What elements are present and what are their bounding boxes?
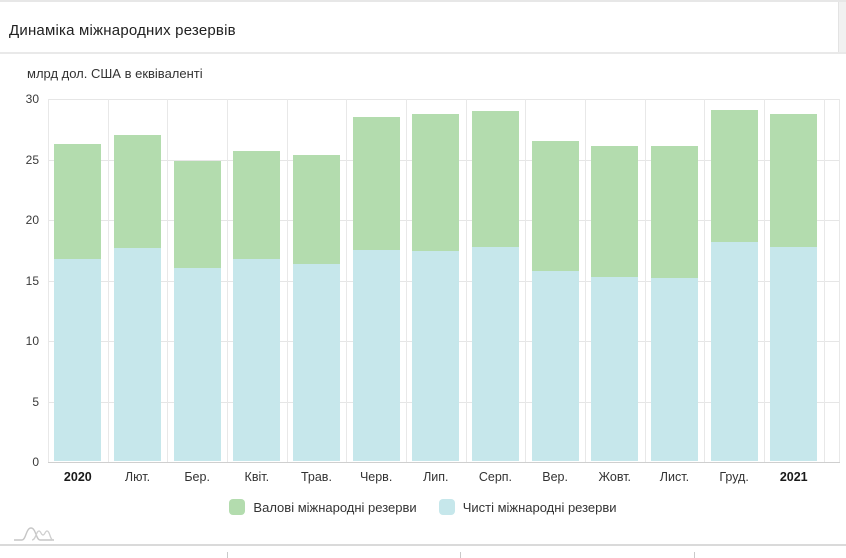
- y-tick-label: 20: [25, 213, 39, 227]
- y-tick-label: 25: [25, 152, 39, 167]
- navigator-axis-tick: [694, 552, 695, 558]
- x-tick-label-2021: 2021: [779, 470, 808, 484]
- plot-right-border: [839, 99, 840, 462]
- x-tick-label-Лип.: Лип.: [423, 470, 449, 484]
- y-tick-label: 10: [25, 334, 39, 348]
- legend-label: Валові міжнародні резерви: [253, 499, 417, 515]
- bar-net-Лют.[interactable]: [113, 247, 161, 461]
- y-tick-label: 5: [32, 394, 39, 409]
- x-gridline: [167, 99, 169, 462]
- x-gridline: [226, 99, 228, 462]
- x-tick-label-Бер.: Бер.: [184, 470, 210, 484]
- x-gridline: [823, 99, 825, 462]
- bar-net-Бер.[interactable]: [173, 268, 221, 461]
- y-tick-label: 15: [25, 273, 39, 288]
- y-tick-label: 0: [32, 455, 39, 469]
- bar-net-Черв.[interactable]: [352, 250, 400, 461]
- x-gridline: [405, 99, 407, 462]
- legend-swatch-icon: [438, 499, 455, 515]
- legend-item-net[interactable]: Чисті міжнародні резерви: [438, 499, 617, 515]
- bar-net-Груд.[interactable]: [710, 241, 758, 461]
- header-divider: [0, 52, 846, 54]
- x-gridline: [644, 99, 646, 462]
- x-tick-label-Вер.: Вер.: [542, 470, 568, 484]
- x-gridline: [465, 99, 467, 462]
- bar-net-Лип.[interactable]: [412, 251, 460, 461]
- chart-title: Динаміка міжнародних резервів: [9, 22, 236, 39]
- y-gridline: 0: [32, 455, 840, 469]
- x-tick-label-Квіт.: Квіт.: [244, 470, 270, 484]
- x-tick-label-Черв.: Черв.: [359, 470, 393, 484]
- x-tick-label-Трав.: Трав.: [300, 470, 332, 484]
- bar-net-Лист.[interactable]: [650, 278, 698, 461]
- x-tick-label-Лют.: Лют.: [124, 470, 151, 484]
- plot-area: 30 25 20 15 10 5 0: [26, 92, 840, 469]
- navigator-axis-tick: [227, 552, 228, 558]
- bottom-divider: [0, 544, 846, 546]
- x-gridline: [763, 99, 765, 462]
- x-axis-labels: 2020 Лют. Бер. Квіт. Трав. Черв. Лип. Серп. Вер.…: [48, 470, 840, 488]
- navigator-axis-tick: [460, 552, 461, 558]
- x-gridline: [107, 99, 109, 462]
- x-tick-label-Груд.: Груд.: [719, 470, 749, 484]
- x-tick-label-Серп.: Серп.: [478, 470, 513, 484]
- x-tick-label-Лист.: Лист.: [659, 470, 690, 484]
- top-border: [0, 0, 846, 2]
- x-gridline: [346, 99, 348, 462]
- y-tick-label: 30: [25, 92, 39, 106]
- x-tick-label-Жовт.: Жовт.: [598, 470, 632, 484]
- bar-net-Трав.[interactable]: [292, 263, 340, 461]
- bar-net-2020[interactable]: [54, 258, 102, 461]
- header-corner: [838, 2, 846, 52]
- x-gridline: [525, 99, 527, 462]
- x-gridline: [584, 99, 586, 462]
- y-axis-unit-label: млрд дол. США в еквіваленті: [27, 66, 203, 81]
- x-gridline: [704, 99, 706, 462]
- x-gridline: [286, 99, 288, 462]
- x-tick-label-2020: 2020: [63, 470, 92, 484]
- legend-label: Чисті міжнародні резерви: [462, 499, 617, 515]
- bar-net-Жовт.[interactable]: [591, 276, 639, 461]
- bar-net-Серп.[interactable]: [471, 246, 519, 461]
- area-chart-navigator-icon: [14, 527, 54, 541]
- y-gridline: 30: [26, 92, 840, 106]
- bar-net-2021[interactable]: [770, 246, 818, 461]
- bar-net-Вер.[interactable]: [531, 270, 579, 461]
- legend-swatch-icon: [229, 499, 246, 515]
- bar-net-Квіт.[interactable]: [233, 258, 281, 461]
- legend: Валові міжнародні резерви Чисті міжнародн…: [0, 499, 846, 515]
- legend-item-gross[interactable]: Валові міжнародні резерви: [229, 499, 417, 515]
- x-gridline: [48, 99, 49, 462]
